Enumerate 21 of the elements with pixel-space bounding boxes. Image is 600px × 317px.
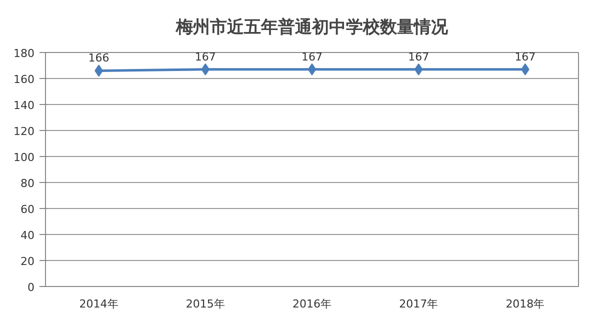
data-label: 167 [514, 50, 536, 64]
data-label: 167 [302, 50, 322, 64]
x-tick-label: 2015年 [186, 298, 225, 310]
chart-title: 梅州市近五年普通初中学校数量情况 [175, 16, 449, 38]
y-tick-label: 120 [14, 125, 35, 138]
y-tick-label: 0 [28, 281, 34, 294]
x-tick-label: 2017年 [399, 298, 438, 310]
x-tick-label: 2014年 [79, 298, 118, 310]
y-tick-label: 40 [20, 229, 35, 242]
x-tick-label: 2018年 [506, 298, 545, 310]
y-tick-label: 140 [14, 99, 35, 112]
y-tick-label: 100 [14, 151, 35, 164]
data-label: 166 [88, 52, 110, 65]
data-label: 167 [194, 50, 216, 64]
x-tick-label: 2016年 [292, 298, 332, 310]
data-label: 167 [408, 50, 430, 64]
y-tick-label: 180 [14, 47, 35, 60]
y-tick-label: 60 [20, 203, 35, 216]
y-tick-label: 160 [14, 73, 35, 86]
y-tick-label: 20 [20, 255, 35, 268]
y-tick-label: 80 [20, 177, 35, 190]
